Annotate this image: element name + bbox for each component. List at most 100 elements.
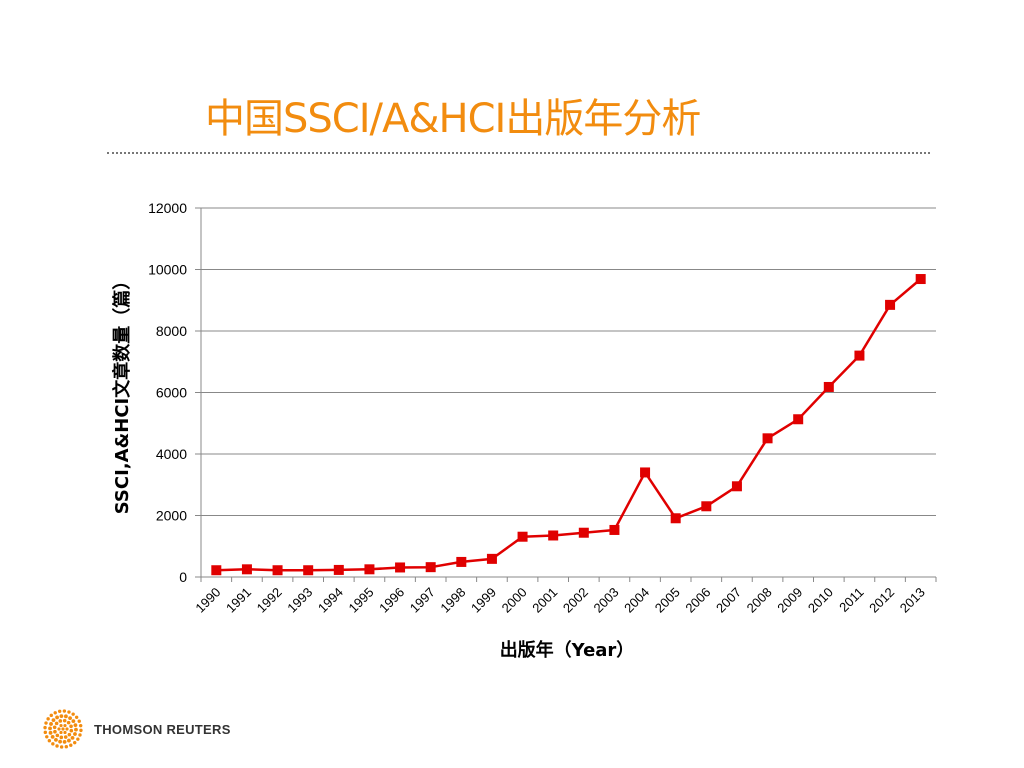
data-point	[640, 467, 651, 478]
data-point	[885, 299, 896, 310]
data-point	[823, 381, 834, 392]
y-axis-label: SSCI,A&HCI文章数量（篇）	[111, 272, 133, 514]
logo-dot	[54, 738, 58, 742]
data-point	[395, 562, 406, 573]
logo-dot	[70, 735, 75, 740]
y-tick-label: 4000	[156, 446, 187, 462]
logo-dot	[64, 744, 69, 749]
y-tick-label: 10000	[148, 262, 187, 278]
y-tick-label: 6000	[156, 385, 187, 401]
thomson-reuters-dot-globe-icon	[43, 709, 83, 749]
logo-dot	[69, 743, 73, 747]
logo-dot	[51, 742, 55, 746]
y-tick-label: 12000	[148, 200, 187, 216]
x-tick-label: 2007	[713, 585, 744, 616]
logo-dot	[67, 732, 72, 737]
series-line	[216, 278, 922, 572]
data-point	[303, 565, 314, 576]
logo-dot	[53, 729, 57, 734]
x-tick-label: 2000	[499, 585, 530, 616]
data-point	[486, 553, 497, 564]
logo-dot	[79, 728, 83, 733]
logo-dot	[51, 718, 56, 723]
logo-dot	[48, 730, 53, 735]
x-tick-label: 2004	[621, 585, 652, 616]
logo-dot	[66, 720, 71, 725]
logo-dot	[53, 711, 57, 715]
logo-dot	[63, 730, 67, 735]
data-point	[425, 562, 436, 573]
x-tick-label: 2009	[774, 585, 805, 616]
logo-dot	[58, 739, 62, 744]
x-tick-label: 1990	[192, 585, 223, 616]
logo-dot	[57, 727, 61, 731]
logo-dot	[69, 724, 73, 729]
x-tick-label: 1997	[407, 585, 438, 616]
logo-dot	[71, 719, 76, 724]
logo-dot	[69, 728, 74, 733]
slide-title: 中国SSCI/A&HCI出版年分析	[205, 96, 701, 142]
data-point	[578, 527, 589, 538]
data-point	[272, 565, 283, 576]
series-layer	[211, 274, 926, 576]
logo-dot	[74, 727, 78, 732]
x-tick-label: 1999	[468, 585, 499, 616]
logo-dot	[59, 714, 64, 718]
data-point	[456, 556, 467, 567]
data-point	[241, 564, 252, 575]
logo-dot	[62, 718, 67, 723]
y-tick-label: 2000	[156, 508, 187, 524]
data-point	[915, 274, 926, 285]
data-point	[548, 530, 559, 541]
logo-dot	[45, 735, 49, 739]
brand-name: THOMSON REUTERS	[94, 721, 231, 737]
data-point	[211, 565, 222, 576]
x-tick-label: 1996	[376, 585, 407, 616]
logo-dot	[59, 723, 63, 728]
logo-dot	[55, 744, 59, 748]
logo-dot	[49, 713, 53, 718]
brand-logo: THOMSON REUTERS	[40, 708, 231, 750]
logo-dot	[55, 733, 60, 738]
x-tick-label: 2011	[836, 585, 866, 615]
x-tick-label: 1993	[284, 585, 315, 616]
logo-dot	[65, 727, 69, 731]
data-point	[701, 501, 712, 512]
x-tick-label: 2010	[805, 585, 836, 616]
logo-dot	[50, 734, 55, 739]
logo-dot	[58, 719, 63, 723]
data-point	[793, 414, 804, 425]
logo-dot	[76, 737, 80, 741]
chart-axes	[195, 207, 937, 582]
logo-dot	[44, 721, 48, 725]
logo-dot	[43, 725, 47, 730]
logo-dot	[64, 714, 68, 719]
data-point	[731, 481, 742, 492]
logo-dot	[71, 712, 75, 716]
x-tick-label: 2013	[897, 585, 928, 616]
logo-dot	[67, 738, 71, 743]
logo-dot	[77, 719, 81, 723]
logo-dot	[57, 709, 62, 714]
x-tick-label: 2008	[744, 585, 775, 616]
logo-dot	[47, 739, 52, 743]
logo-dot	[68, 716, 72, 720]
data-point	[854, 350, 865, 361]
x-tick-label: 1992	[254, 585, 285, 616]
logo-dot	[62, 740, 67, 744]
title-divider	[107, 152, 930, 154]
x-tick-label: 1998	[437, 585, 468, 616]
logo-dot	[59, 745, 64, 749]
data-point	[517, 531, 528, 542]
x-tick-label: 1994	[315, 585, 346, 616]
x-tick-label: 2002	[560, 585, 591, 616]
x-tick-label: 1995	[346, 585, 377, 616]
logo-dot	[43, 730, 48, 735]
logo-dot	[54, 721, 59, 726]
logo-dot	[78, 723, 83, 728]
x-tick-labels: 1990 1991 1992 1993 1994 1995 1996 1997 1998 1999…	[192, 585, 927, 616]
x-tick-label: 2006	[682, 585, 713, 616]
logo-dot	[52, 725, 57, 730]
logo-dot	[73, 740, 77, 745]
